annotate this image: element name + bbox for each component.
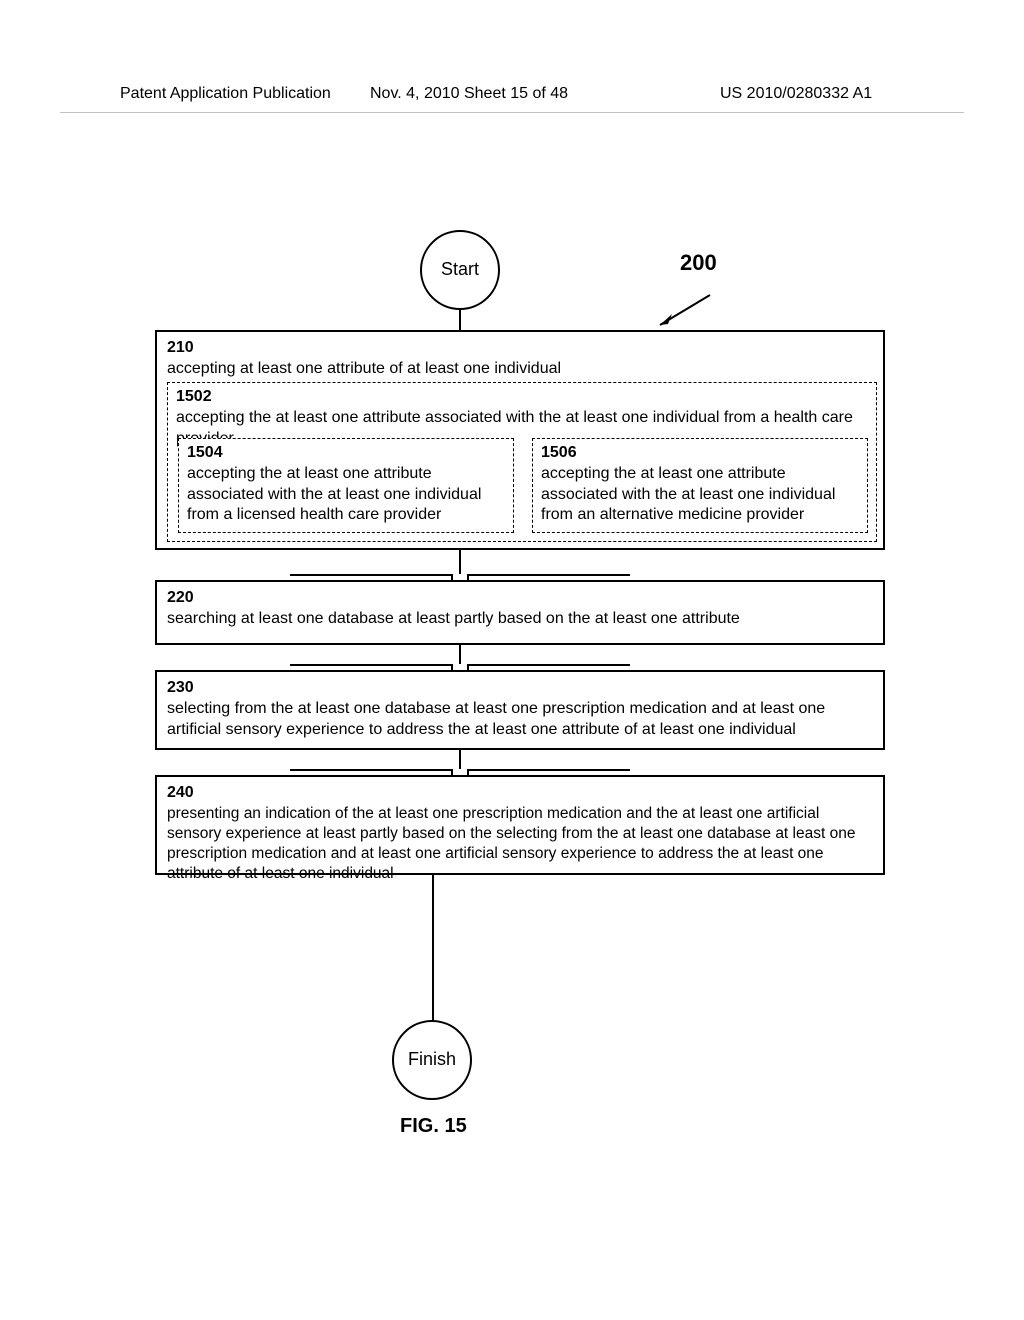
step-number: 240 bbox=[167, 783, 873, 804]
step-number: 210 bbox=[167, 338, 873, 359]
step-text: accepting at least one attribute of at l… bbox=[167, 359, 873, 380]
step-240: 240 presenting an indication of the at l… bbox=[155, 775, 885, 875]
step-number: 220 bbox=[167, 588, 873, 609]
substep-1502: 1502 accepting the at least one attribut… bbox=[167, 382, 877, 542]
page: Patent Application Publication Nov. 4, 2… bbox=[0, 0, 1024, 1320]
reference-arrow-icon bbox=[650, 290, 720, 330]
step-number: 1502 bbox=[176, 387, 868, 408]
start-node: Start bbox=[420, 230, 500, 310]
step-number: 230 bbox=[167, 678, 873, 699]
substep-1506: 1506 accepting the at least one attribut… bbox=[532, 438, 868, 533]
header-left: Patent Application Publication bbox=[120, 85, 331, 103]
step-text: searching at least one database at least… bbox=[167, 609, 873, 630]
figure-label: FIG. 15 bbox=[400, 1115, 467, 1138]
connector-line bbox=[459, 310, 461, 330]
substep-row: 1504 accepting the at least one attribut… bbox=[178, 438, 868, 533]
step-number: 1506 bbox=[541, 443, 859, 464]
finish-node: Finish bbox=[392, 1020, 472, 1100]
header-right: US 2010/0280332 A1 bbox=[720, 85, 872, 103]
finish-label: Finish bbox=[408, 1049, 456, 1069]
step-text: presenting an indication of the at least… bbox=[167, 804, 873, 885]
header-rule bbox=[60, 112, 964, 113]
step-220: 220 searching at least one database at l… bbox=[155, 580, 885, 645]
connector-line bbox=[432, 875, 434, 1020]
step-text: selecting from the at least one database… bbox=[167, 699, 873, 741]
header-center: Nov. 4, 2010 Sheet 15 of 48 bbox=[370, 85, 568, 103]
step-text: accepting the at least one attribute ass… bbox=[187, 464, 505, 526]
connector-line bbox=[459, 645, 461, 664]
connector-line bbox=[459, 750, 461, 769]
reference-number-200: 200 bbox=[680, 250, 717, 276]
substep-1504: 1504 accepting the at least one attribut… bbox=[178, 438, 514, 533]
connector-line bbox=[459, 550, 461, 574]
step-210: 210 accepting at least one attribute of … bbox=[155, 330, 885, 550]
step-230: 230 selecting from the at least one data… bbox=[155, 670, 885, 750]
start-label: Start bbox=[441, 259, 479, 279]
step-text: accepting the at least one attribute ass… bbox=[541, 464, 859, 526]
step-number: 1504 bbox=[187, 443, 505, 464]
